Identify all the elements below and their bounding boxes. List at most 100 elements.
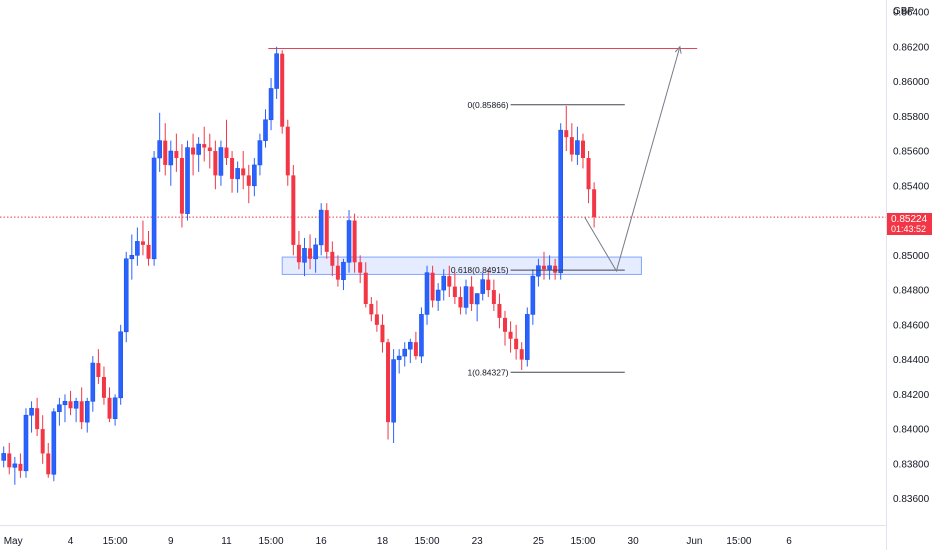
candle-45 [252,157,257,197]
candle-91 [508,321,513,353]
price-tick-label-1: 0.83800 [893,459,930,470]
candle-body-36 [202,144,207,148]
candle-64 [358,255,363,284]
candle-5 [29,401,34,433]
time-tick-label-8: 15:00 [415,536,440,547]
candle-body-89 [497,303,502,318]
candle-body-60 [335,265,340,280]
time-tick-label-14: 15:00 [726,536,751,547]
candle-body-78 [435,289,441,301]
time-tick-label-6: 16 [316,536,328,547]
candle-0 [1,446,7,468]
candle-35 [196,137,201,172]
price-axis[interactable]: 0.83600 0.83800 0.84000 0.84200 0.84400 0.846… [893,8,930,506]
candle-63 [352,213,357,273]
candle-body-51 [285,126,290,176]
candle-83 [463,279,469,315]
candle-body-102 [569,137,574,155]
candle-9 [51,408,57,482]
time-tick-label-10: 25 [533,536,545,547]
candle-body-33 [185,147,190,214]
candle-body-47 [263,119,268,141]
time-tick-label-11: 15:00 [570,536,595,547]
candle-body-32 [179,157,184,214]
candle-body-56 [313,244,318,260]
candle-87 [486,269,491,298]
candle-77 [430,265,435,308]
candle-34 [191,133,196,176]
candle-body-77 [430,272,435,301]
candle-84 [469,276,474,311]
candle-1 [7,443,12,475]
candle-26 [146,230,151,266]
candle-body-57 [318,209,324,246]
time-tick-label-1: 4 [68,536,74,547]
price-tick-label-3: 0.84200 [893,390,930,401]
candle-88 [491,279,496,311]
price-tick-label-12: 0.86000 [893,77,930,88]
candle-71 [396,349,402,374]
candle-76 [424,265,430,325]
candle-10 [57,397,62,426]
candle-21 [118,324,123,405]
candle-86 [480,272,486,301]
candle-body-101 [564,130,569,138]
candle-28 [157,112,162,172]
candle-13 [73,397,79,423]
time-tick-label-13: Jun [686,536,702,547]
candles-layer [1,46,597,485]
time-tick-label-4: 11 [221,536,232,547]
price-tick-label-11: 0.85800 [893,112,930,123]
candle-52 [291,164,296,256]
candle-body-86 [480,279,486,294]
candle-65 [363,262,368,308]
candle-55 [308,234,313,270]
candle-100 [558,123,564,280]
candle-95 [530,269,536,325]
candle-body-105 [586,157,591,190]
candle-body-73 [408,341,413,350]
candle-body-70 [391,359,396,423]
candle-79 [441,269,447,301]
projection-path [584,46,681,273]
time-tick-label-15: 6 [786,536,792,547]
candle-body-35 [196,143,201,155]
candle-39 [218,140,224,186]
candle-body-81 [452,286,457,298]
candle-body-84 [469,286,474,304]
candle-body-28 [157,140,162,159]
time-tick-label-0: May [4,536,23,547]
candle-body-3 [18,463,23,471]
candle-body-5 [29,407,34,416]
candle-body-48 [268,88,274,121]
time-tick-label-7: 18 [377,536,389,547]
candle-body-55 [308,248,313,259]
candle-73 [408,338,413,364]
candle-12 [68,390,73,416]
candle-body-9 [51,411,57,475]
candle-46 [257,133,263,176]
candle-25 [140,220,145,256]
candle-body-8 [46,453,51,475]
candle-69 [386,338,391,440]
candle-74 [413,331,418,360]
candle-body-106 [592,189,597,218]
candle-92 [514,324,519,360]
candle-16 [90,356,96,412]
candle-body-14 [79,401,84,423]
candle-24 [135,227,140,266]
candle-19 [107,387,112,423]
time-axis[interactable]: May 4 15:00 9 11 15:00 16 18 15:00 23 25 15:00 30 Jun… [4,536,793,547]
candle-33 [185,140,190,221]
candle-body-75 [419,314,424,357]
candle-body-93 [519,349,524,360]
candle-body-50 [280,53,285,127]
candle-44 [246,164,251,204]
candle-body-41 [230,157,235,179]
candle-36 [202,126,207,162]
candle-68 [380,314,385,353]
candle-body-65 [363,272,368,304]
candle-43 [241,151,246,190]
